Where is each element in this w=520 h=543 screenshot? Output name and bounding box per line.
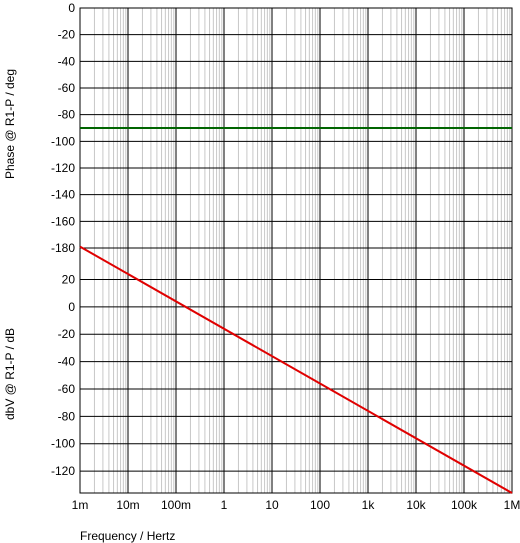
x-tick-label: 100m bbox=[161, 498, 191, 512]
y-tick-label: -100 bbox=[51, 134, 75, 148]
y-tick-label: -120 bbox=[51, 161, 75, 175]
y-tick-label: -80 bbox=[58, 409, 76, 423]
phase-axis-title: Phase @ R1-P / deg bbox=[3, 69, 17, 179]
x-tick-label: 1k bbox=[362, 498, 376, 512]
x-tick-label: 1m bbox=[72, 498, 89, 512]
y-tick-label: -80 bbox=[58, 108, 76, 122]
y-tick-label: -120 bbox=[51, 464, 75, 478]
y-tick-label: -20 bbox=[58, 28, 76, 42]
y-tick-label: 20 bbox=[62, 272, 76, 286]
y-tick-label: -40 bbox=[58, 355, 76, 369]
x-tick-label: 1 bbox=[221, 498, 228, 512]
x-tick-label: 100 bbox=[310, 498, 330, 512]
y-tick-label: -60 bbox=[58, 81, 76, 95]
plot-frame bbox=[79, 247, 513, 494]
phase-panel: 0 -20 -40 -60 -80 -100 -120 -140 -160 -180 bbox=[51, 1, 513, 255]
y-tick-label: -180 bbox=[51, 241, 75, 255]
x-tick-label: 100k bbox=[451, 498, 478, 512]
x-tick-label: 10m bbox=[116, 498, 139, 512]
y-tick-label: -100 bbox=[51, 437, 75, 451]
x-tick-label: 10k bbox=[406, 498, 426, 512]
magnitude-axis-title: dbV @ R1-P / dB bbox=[3, 328, 17, 420]
y-tick-label: 0 bbox=[68, 1, 75, 15]
x-tick-label: 1M bbox=[504, 498, 520, 512]
y-tick-label: -40 bbox=[58, 54, 76, 68]
y-tick-label: -160 bbox=[51, 214, 75, 228]
y-tick-label: -60 bbox=[58, 382, 76, 396]
magnitude-panel: 20 0 -20 -40 -60 -80 -100 -120 1m 10m 100m 1 10 100 1k… bbox=[51, 245, 520, 512]
y-tick-label: 0 bbox=[68, 300, 75, 314]
magnitude-trace bbox=[79, 245, 513, 494]
y-tick-label: -20 bbox=[58, 327, 76, 341]
y-tick-label: -140 bbox=[51, 188, 75, 202]
frequency-axis-title: Frequency / Hertz bbox=[80, 529, 175, 543]
x-tick-label: 10 bbox=[265, 498, 279, 512]
